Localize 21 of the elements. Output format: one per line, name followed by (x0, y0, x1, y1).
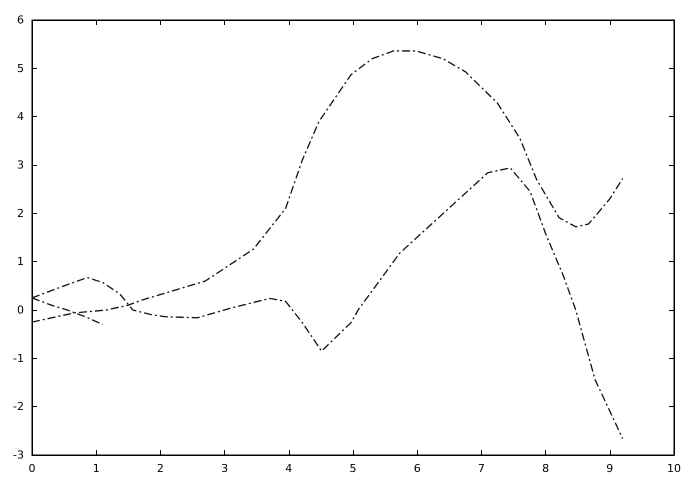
x-tick-label: 0 (28, 462, 36, 475)
y-tick-label: -3 (13, 448, 24, 462)
y-tick-label: 2 (17, 206, 24, 220)
y-tick-label: -1 (13, 352, 24, 365)
x-tick-label: 5 (350, 462, 356, 475)
y-tick-label: 6 (17, 14, 24, 26)
x-tick-label: 4 (285, 462, 292, 475)
x-tick-label: 2 (156, 462, 164, 475)
x-tick-label: 7 (478, 462, 485, 475)
x-tick-label: 10 (667, 462, 681, 475)
y-tick-label: 3 (17, 158, 24, 172)
y-tick-label: 5 (17, 62, 24, 75)
y-tick-label: 0 (17, 304, 24, 316)
x-tick-label: 6 (414, 462, 421, 475)
x-tick-label: 9 (606, 462, 614, 475)
x-tick-label: 3 (221, 462, 228, 475)
y-tick-label: 1 (17, 255, 24, 268)
y-tick-label: -2 (13, 400, 24, 414)
y-tick-label: 4 (17, 110, 24, 124)
x-tick-label: 8 (542, 462, 550, 475)
x-tick-label: 1 (92, 462, 100, 475)
